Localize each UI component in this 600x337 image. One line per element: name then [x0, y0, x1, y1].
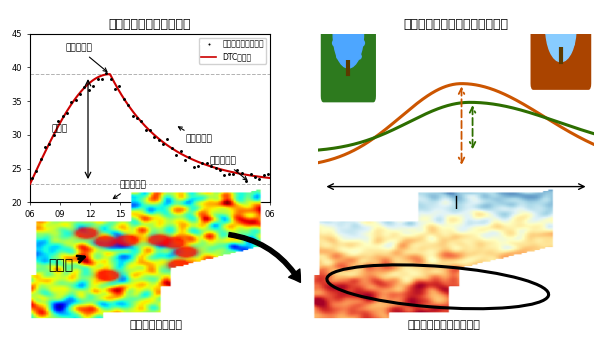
Point	[71, 97, 80, 102]
Text: 日最低温度: 日最低温度	[210, 156, 247, 180]
Point	[176, 148, 185, 153]
Point	[237, 170, 247, 176]
Point	[119, 96, 128, 102]
Point	[149, 134, 159, 140]
Text: 日最高温度: 日最高温度	[65, 43, 107, 71]
Point	[224, 171, 233, 177]
Point	[124, 102, 133, 108]
Point	[202, 160, 212, 165]
Point	[53, 118, 63, 124]
Point	[167, 146, 176, 151]
Point	[141, 128, 151, 133]
FancyArrowPatch shape	[229, 233, 301, 282]
Point	[101, 71, 111, 76]
Point	[136, 119, 146, 124]
Point	[145, 127, 155, 132]
Point	[158, 142, 168, 147]
Point	[58, 113, 67, 119]
Point	[49, 132, 59, 138]
Text: 日較差の平年分布: 日較差の平年分布	[130, 320, 182, 330]
Title: 波形の変動から乾燥状態を検出: 波形の変動から乾燥状態を検出	[404, 18, 509, 31]
Point	[128, 113, 137, 119]
Point	[40, 144, 50, 149]
Point	[110, 86, 120, 91]
Point	[27, 175, 37, 181]
Point	[88, 83, 98, 89]
Point	[254, 176, 264, 182]
Text: 広域化: 広域化	[48, 256, 85, 272]
Text: ピーク時刻: ピーク時刻	[113, 180, 147, 198]
Point	[75, 91, 85, 97]
Point	[84, 87, 94, 93]
Point	[250, 175, 260, 180]
Point	[246, 172, 256, 177]
Point	[62, 110, 72, 115]
FancyBboxPatch shape	[530, 0, 591, 90]
Text: 日較差: 日較差	[52, 125, 68, 133]
Point	[163, 136, 172, 142]
Point	[197, 160, 207, 165]
Point	[106, 76, 115, 81]
Text: 冷却時定数: 冷却時定数	[178, 127, 212, 144]
X-axis label: 時間 (h): 時間 (h)	[137, 224, 163, 234]
Point	[233, 167, 242, 172]
Text: 1 日: 1 日	[446, 197, 466, 210]
Point	[67, 100, 76, 105]
Point	[228, 171, 238, 177]
Point	[185, 155, 194, 160]
Point	[132, 116, 142, 121]
FancyBboxPatch shape	[321, 0, 376, 102]
Point	[44, 141, 54, 147]
Point	[263, 172, 273, 177]
Legend: ひまわり地表面温度, DTCモデル: ひまわり地表面温度, DTCモデル	[199, 37, 266, 64]
Point	[189, 164, 199, 169]
Point	[259, 173, 268, 178]
Point	[80, 84, 89, 90]
Point	[241, 178, 251, 183]
Point	[211, 165, 220, 171]
Point	[180, 157, 190, 163]
Point	[97, 76, 107, 82]
Point	[193, 164, 203, 169]
Point	[215, 167, 225, 173]
Circle shape	[333, 0, 364, 68]
Point	[115, 84, 124, 89]
Title: 日変化の波形情報を抽出: 日変化の波形情報を抽出	[109, 18, 191, 31]
Text: 猛暑による日較差の変動: 猛暑による日較差の変動	[407, 320, 481, 330]
Point	[36, 156, 46, 161]
Point	[172, 152, 181, 157]
Point	[220, 173, 229, 178]
Circle shape	[546, 0, 576, 62]
Point	[93, 76, 103, 82]
Point	[32, 168, 41, 174]
Point	[206, 163, 216, 168]
Point	[154, 137, 164, 143]
